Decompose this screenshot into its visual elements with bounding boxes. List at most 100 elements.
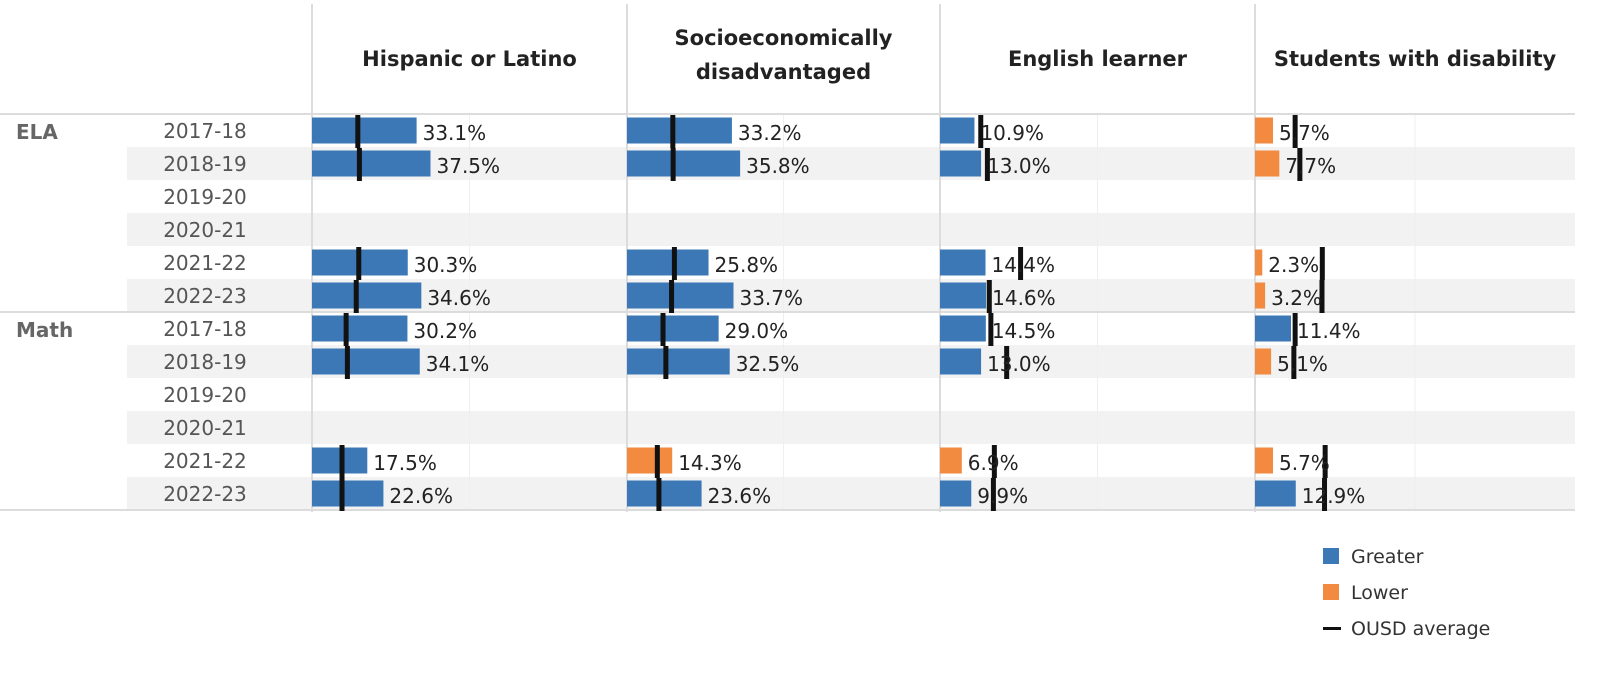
legend-label: OUSD average (1351, 618, 1490, 640)
data-label: 33.2% (738, 121, 802, 145)
ousd-average-marker (1004, 346, 1010, 379)
data-label: 35.8% (746, 154, 810, 178)
ousd-average-marker (670, 148, 676, 181)
legend-swatch (1323, 548, 1339, 564)
data-label: 32.5% (736, 352, 800, 376)
ousd-average-marker (1319, 280, 1325, 313)
bar-greater (940, 480, 972, 507)
ousd-average-marker (654, 445, 660, 478)
column-header: Hispanic or Latino (362, 47, 577, 71)
ousd-average-marker (339, 445, 345, 478)
bar-greater (940, 282, 987, 309)
data-label: 23.6% (708, 484, 772, 508)
data-label: 34.1% (426, 352, 490, 376)
bar-greater (312, 117, 417, 144)
bar-greater (312, 315, 408, 342)
year-label: 2017-18 (163, 119, 247, 143)
bar-greater (940, 315, 986, 342)
legend-line (1323, 627, 1341, 630)
data-label: 12.9% (1302, 484, 1366, 508)
data-label: 14.6% (992, 286, 1056, 310)
ousd-average-marker (1292, 313, 1298, 346)
column-header: Socioeconomically (675, 26, 893, 50)
data-label: 30.2% (413, 319, 477, 343)
bar-greater (312, 348, 420, 375)
bar-lower (1255, 117, 1274, 144)
ousd-average-marker (660, 313, 666, 346)
ousd-average-marker (984, 148, 990, 181)
legend-swatch (1323, 584, 1339, 600)
ousd-average-marker (986, 280, 992, 313)
data-label: 10.9% (980, 121, 1044, 145)
column-header: English learner (1008, 47, 1188, 71)
data-label: 34.6% (427, 286, 491, 310)
bar-lower (1255, 150, 1280, 177)
year-label: 2021-22 (163, 449, 247, 473)
ousd-average-marker (343, 313, 349, 346)
bar-lower (1255, 282, 1266, 309)
ousd-average-marker (1322, 478, 1328, 511)
bar-greater (627, 480, 702, 507)
year-label: 2019-20 (163, 383, 247, 407)
data-label: 13.0% (987, 352, 1051, 376)
bar-greater (627, 117, 732, 144)
ousd-average-marker (978, 115, 984, 148)
ousd-average-marker (669, 280, 675, 313)
column-header: Students with disability (1274, 47, 1557, 71)
data-label: 14.3% (678, 451, 742, 475)
bar-lower (1255, 447, 1274, 474)
bar-greater (627, 315, 719, 342)
data-label: 30.3% (414, 253, 478, 277)
ousd-average-marker (356, 148, 362, 181)
ousd-average-marker (339, 478, 345, 511)
data-label: 14.5% (992, 319, 1056, 343)
ousd-average-marker (671, 247, 677, 280)
data-label: 37.5% (437, 154, 501, 178)
year-label: 2017-18 (163, 317, 247, 341)
year-label: 2020-21 (163, 218, 247, 242)
bar-greater (627, 282, 734, 309)
year-label: 2021-22 (163, 251, 247, 275)
bar-greater (627, 348, 730, 375)
year-label: 2019-20 (163, 185, 247, 209)
section-label: Math (16, 318, 73, 342)
legend-label: Greater (1351, 546, 1424, 568)
data-label: 6.9% (968, 451, 1019, 475)
bar-lower (1255, 249, 1263, 276)
column-header: disadvantaged (696, 60, 871, 84)
data-label: 17.5% (373, 451, 437, 475)
data-label: 3.2% (1271, 286, 1322, 310)
ousd-average-marker (355, 115, 361, 148)
section-label: ELA (16, 120, 58, 144)
ousd-average-marker (1291, 346, 1297, 379)
data-label: 33.1% (423, 121, 487, 145)
bar-lower (627, 447, 673, 474)
ousd-average-marker (1292, 115, 1298, 148)
year-label: 2018-19 (163, 152, 247, 176)
data-label: 9.9% (977, 484, 1028, 508)
ousd-average-marker (353, 280, 359, 313)
bar-greater (940, 117, 975, 144)
data-label: 5.1% (1277, 352, 1328, 376)
bar-lower (1255, 348, 1272, 375)
data-label: 22.6% (389, 484, 453, 508)
ousd-average-marker (1322, 445, 1328, 478)
data-label: 5.7% (1279, 121, 1330, 145)
ousd-average-marker (670, 115, 676, 148)
legend-label: Lower (1351, 582, 1408, 604)
data-label: 33.7% (739, 286, 803, 310)
bar-greater (312, 150, 431, 177)
ousd-average-marker (1297, 148, 1303, 181)
bar-greater (1255, 315, 1292, 342)
bar-greater (940, 348, 982, 375)
data-label: 29.0% (725, 319, 789, 343)
data-label: 13.0% (987, 154, 1051, 178)
bar-greater (940, 249, 986, 276)
data-label: 14.4% (992, 253, 1056, 277)
ousd-average-marker (991, 445, 997, 478)
data-label: 11.4% (1297, 319, 1361, 343)
bar-greater (312, 282, 422, 309)
bar-greater (627, 150, 741, 177)
bar-greater (627, 249, 709, 276)
